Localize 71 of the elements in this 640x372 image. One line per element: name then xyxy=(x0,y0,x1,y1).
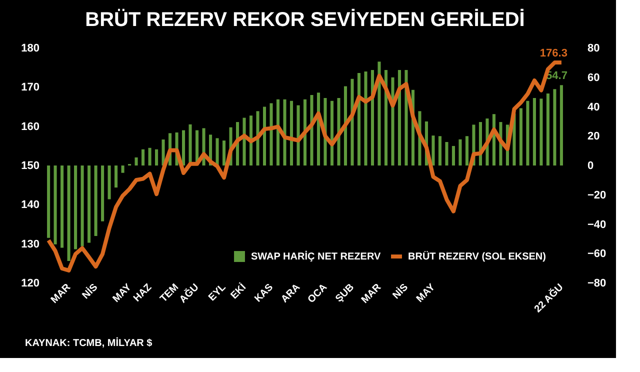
y-tick-label: 150 xyxy=(21,160,40,172)
bar xyxy=(283,99,286,166)
bar xyxy=(357,72,361,166)
bar xyxy=(546,94,550,166)
bar xyxy=(452,146,455,166)
y-tick-label: 160 xyxy=(21,120,40,133)
bar xyxy=(101,166,104,222)
bar xyxy=(290,100,294,166)
bar xyxy=(155,149,158,166)
bar xyxy=(364,72,368,166)
bar xyxy=(134,157,138,166)
bar xyxy=(398,70,402,166)
bar xyxy=(216,138,219,166)
bar xyxy=(60,166,64,248)
y2-tick-label: 60 xyxy=(588,72,600,84)
y2-tick-label: −20 xyxy=(588,189,606,202)
bar xyxy=(532,98,536,166)
bar xyxy=(148,148,152,166)
bar xyxy=(432,136,435,166)
y2-tick-label: 80 xyxy=(588,42,600,54)
bar xyxy=(256,111,260,166)
y2-tick-label: −40 xyxy=(588,218,606,231)
y2-tick-label: 0 xyxy=(588,160,594,172)
y-tick-label: 170 xyxy=(21,82,40,94)
x-tick-label: NİS xyxy=(390,281,411,302)
bar xyxy=(560,85,563,166)
y2-tick-label: 20 xyxy=(588,130,600,143)
bar xyxy=(108,166,111,200)
bar xyxy=(445,142,448,166)
x-tick-label: EKİ xyxy=(228,281,249,302)
bar xyxy=(553,89,556,166)
bar xyxy=(88,166,91,243)
bar xyxy=(142,149,145,166)
bar xyxy=(242,118,246,166)
y-tick-label: 140 xyxy=(21,199,40,212)
bar xyxy=(74,166,78,250)
bar xyxy=(310,95,314,166)
bar xyxy=(344,86,348,166)
bar xyxy=(526,100,530,166)
bar xyxy=(276,99,280,166)
bar xyxy=(540,98,543,166)
bar xyxy=(182,130,186,166)
bar xyxy=(54,166,57,244)
bar xyxy=(67,166,70,261)
bar xyxy=(94,166,98,236)
x-tick-label: NİS xyxy=(80,281,100,302)
bar xyxy=(438,136,442,166)
bar xyxy=(378,62,381,166)
y-tick-label: 120 xyxy=(21,278,40,290)
chart-title: BRÜT REZERV REKOR SEVİYEDEN GERİLEDİ xyxy=(85,8,525,31)
bar xyxy=(47,166,50,238)
bar xyxy=(519,108,522,166)
bar xyxy=(222,140,226,166)
bar xyxy=(114,166,118,188)
data-label: 176.3 xyxy=(540,47,568,60)
bar xyxy=(80,166,84,246)
y-tick-label: 180 xyxy=(21,42,40,54)
text: KAYNAK: TCMB, MİLYAR $ xyxy=(25,337,153,349)
bar xyxy=(296,105,300,166)
y2-tick-label: −60 xyxy=(588,248,606,260)
x-tick-label: EYL xyxy=(206,282,228,304)
bar xyxy=(262,106,266,166)
y2-tick-label: −80 xyxy=(588,278,606,290)
bar xyxy=(121,166,124,173)
bar xyxy=(465,136,468,166)
y-tick-label: 130 xyxy=(21,238,40,250)
legend-label: SWAP HARİÇ NET REZERV xyxy=(251,250,381,262)
legend-label: BRÜT REZERV (SOL EKSEN) xyxy=(408,250,546,262)
bar xyxy=(270,103,273,166)
bar xyxy=(458,139,462,166)
y2-tick-label: 40 xyxy=(588,101,600,114)
